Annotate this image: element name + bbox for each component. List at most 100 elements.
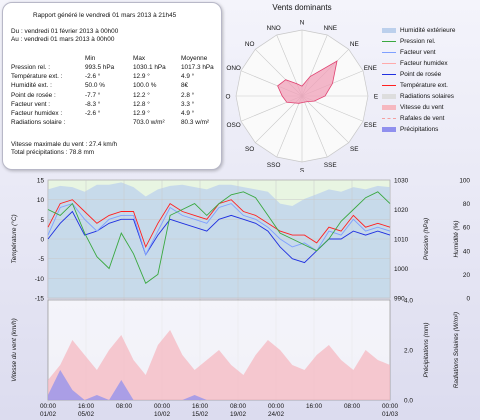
y-right2-tick-label: 60 xyxy=(463,225,471,232)
y-axis-title: Température (°C) xyxy=(10,214,18,263)
x-date-label: 24/02 xyxy=(268,411,284,418)
y-tick-label: -15 xyxy=(35,296,45,303)
rose-spoke xyxy=(255,95,303,143)
rose-direction-label: N xyxy=(300,20,305,27)
rose-direction-label: SE xyxy=(350,146,359,153)
report-from: Du : vendredi 01 février 2013 à 00h00 xyxy=(11,28,119,35)
y-tick-label: -10 xyxy=(35,276,45,283)
legend-label: Humidité extérieure xyxy=(400,27,456,34)
y-right-tick-label: 1010 xyxy=(394,237,409,244)
legend-swatch xyxy=(382,85,396,86)
stats-max: 12.9 ° xyxy=(133,110,150,117)
stats-max: 703.0 w/m² xyxy=(133,119,165,127)
wind-rose-title: Vents dominants xyxy=(272,3,331,12)
y-right-tick-label: 990 xyxy=(394,296,405,303)
legend-item: Radiations solaires xyxy=(382,92,478,101)
y-right-axis-title: Pression (hPa) xyxy=(423,218,430,260)
rose-direction-label: NO xyxy=(245,41,255,48)
x-date-label: 01/03 xyxy=(382,411,398,418)
y-tick-label: 15 xyxy=(37,178,45,185)
rose-direction-label: ESE xyxy=(364,122,377,129)
legend-label: Température ext. xyxy=(400,82,448,89)
rose-direction-label: SO xyxy=(245,146,254,153)
y-right2-axis-title: Radiations Solaires (W/m²) xyxy=(453,312,460,388)
y-tick-label: 10 xyxy=(37,197,45,204)
x-date-label: 10/02 xyxy=(154,411,170,418)
summary-panel: Rapport généré le vendredi 01 mars 2013 … xyxy=(2,2,222,170)
stats-min: 50.0 % xyxy=(85,82,105,90)
y-tick-label: 5 xyxy=(40,217,44,224)
x-tick-label: 16:00 xyxy=(192,403,208,410)
rose-direction-label: S xyxy=(300,168,304,173)
rose-direction-label: NE xyxy=(350,41,359,48)
legend-item: Température ext. xyxy=(382,81,478,90)
stats-label: Pression rel. : xyxy=(11,64,51,71)
x-tick-label: 16:00 xyxy=(306,403,322,410)
rose-direction-label: NNE xyxy=(324,25,338,32)
stats-header-avg: Moyenne xyxy=(181,55,208,62)
y-axis-title: Vitesse du vent (km/h) xyxy=(11,318,18,381)
y-right-axis-title: Précipitations (mm) xyxy=(423,322,430,377)
rose-spoke xyxy=(301,95,349,143)
stats-max: 12.2 ° xyxy=(133,91,150,99)
stats-avg: 80.3 w/m² xyxy=(181,119,210,127)
wind-rose: Vents dominants N NNE NE ENE E ESE SE SSE S SSO SO O… xyxy=(226,3,379,173)
stats-max: 100.0 % xyxy=(133,82,157,90)
y-right2-tick-label: 0 xyxy=(466,296,470,303)
stats-max: 12.8 ° xyxy=(133,100,150,108)
stats-min: 993.5 hPa xyxy=(85,64,115,71)
x-tick-label: 00:00 xyxy=(268,403,284,410)
legend-label: Radiations solaires xyxy=(400,93,454,100)
stats-avg: 2.8 ° xyxy=(181,91,195,99)
legend-swatch xyxy=(382,127,396,132)
legend-swatch xyxy=(382,118,396,119)
legend-label: Facteur vent xyxy=(400,49,436,56)
legend-swatch xyxy=(382,41,396,42)
precip-total: Total précipitations : 78.8 mm xyxy=(11,149,95,156)
legend-swatch xyxy=(382,52,396,53)
legend-item: Facteur vent xyxy=(382,48,478,57)
legend-label: Rafales de vent xyxy=(400,115,445,122)
stats-label: Température ext. : xyxy=(11,73,63,81)
x-tick-label: 08:00 xyxy=(344,403,360,410)
stats-label: Radiations solaire : xyxy=(11,119,66,127)
legend-swatch xyxy=(382,63,396,64)
rose-spoke xyxy=(301,95,328,158)
rose-data-area xyxy=(277,60,338,104)
legend-label: Précipitations xyxy=(400,126,439,133)
legend-swatch xyxy=(382,28,396,33)
legend-label: Point de rosée xyxy=(400,71,442,78)
legend-label: Vitesse du vent xyxy=(400,104,444,111)
legend-item: Facteur humidex xyxy=(382,59,478,68)
y-tick-label: 0 xyxy=(40,237,44,244)
x-tick-label: 16:00 xyxy=(78,403,94,410)
stats-label: Humidité ext. : xyxy=(11,82,52,90)
y-right2-tick-label: 20 xyxy=(463,272,471,279)
series-line xyxy=(47,191,391,285)
report-title: Rapport généré le vendredi 01 mars 2013 … xyxy=(33,12,177,19)
stats-max: 12.9 ° xyxy=(133,73,150,81)
legend-item: Vitesse du vent xyxy=(382,103,478,112)
x-date-label: 19/02 xyxy=(230,411,246,418)
y-right-tick-label: 4.0 xyxy=(404,298,413,305)
legend-item: Rafales de vent xyxy=(382,114,478,123)
x-date-label: 15/02 xyxy=(192,411,208,418)
legend-label: Facteur humidex xyxy=(400,60,448,67)
series-area xyxy=(48,330,390,400)
rose-direction-label: ONO xyxy=(226,65,241,72)
y-tick-label: -5 xyxy=(38,256,44,263)
wind-max: Vitesse maximale du vent : 27.4 km/h xyxy=(11,141,118,148)
y-right-tick-label: 1030 xyxy=(394,178,409,185)
x-tick-label: 00:00 xyxy=(40,403,56,410)
legend-swatch xyxy=(382,74,396,75)
rose-spoke xyxy=(276,95,303,158)
stats-avg: 4.9 ° xyxy=(181,110,195,117)
rose-direction-label: ENE xyxy=(364,65,377,72)
stats-min: -2.6 ° xyxy=(85,110,101,117)
stats-min: -8.3 ° xyxy=(85,100,101,108)
stats-header-max: Max xyxy=(133,55,146,62)
rose-direction-label: OSO xyxy=(227,122,241,129)
stats-max: 1030.1 hPa xyxy=(133,64,166,71)
legend-item: Humidité extérieure xyxy=(382,26,478,35)
rose-direction-label: E xyxy=(374,94,378,101)
